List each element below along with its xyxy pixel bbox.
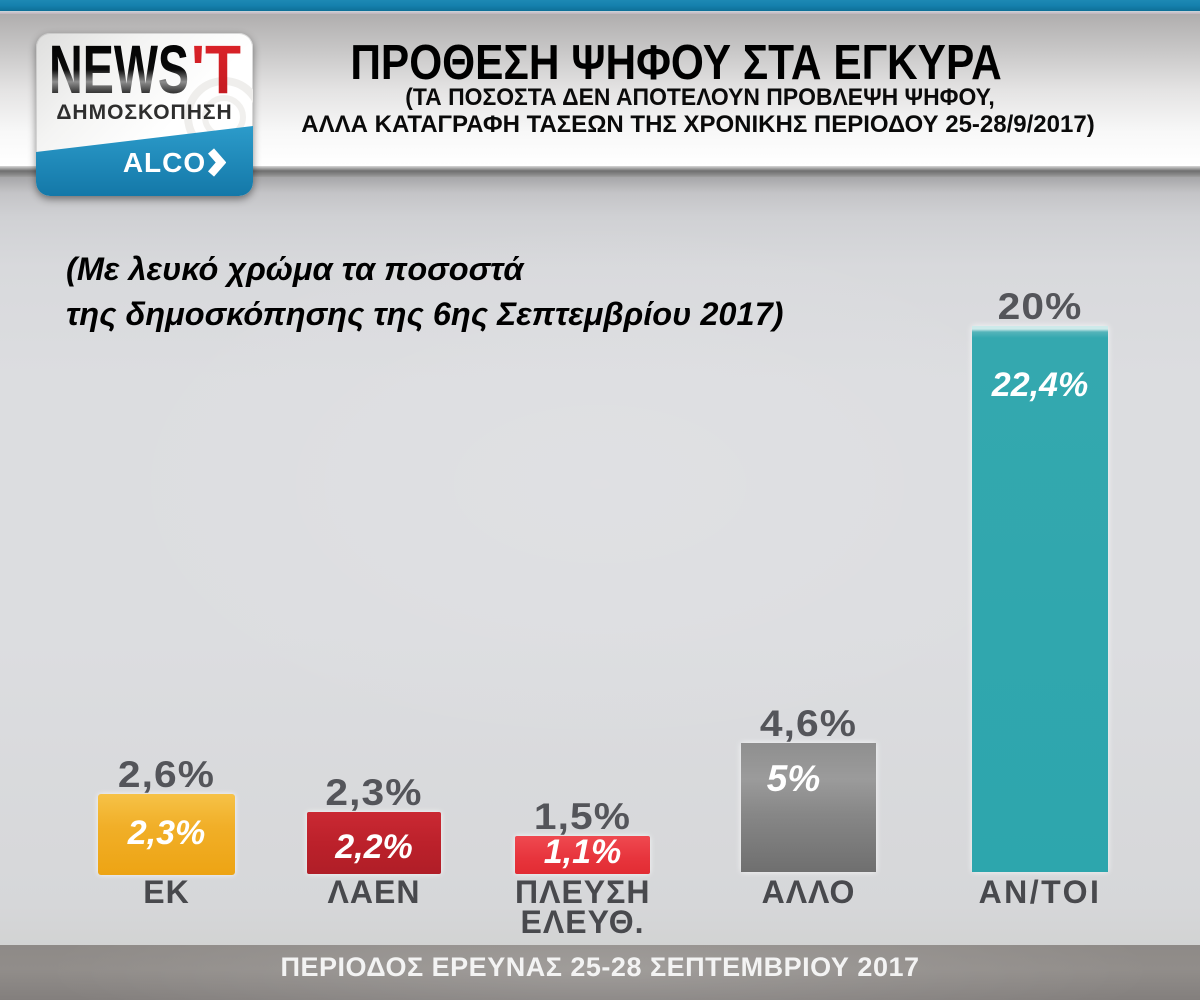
svg-text:'T: 'T xyxy=(191,33,241,108)
svg-text:NEWS: NEWS xyxy=(49,33,189,108)
